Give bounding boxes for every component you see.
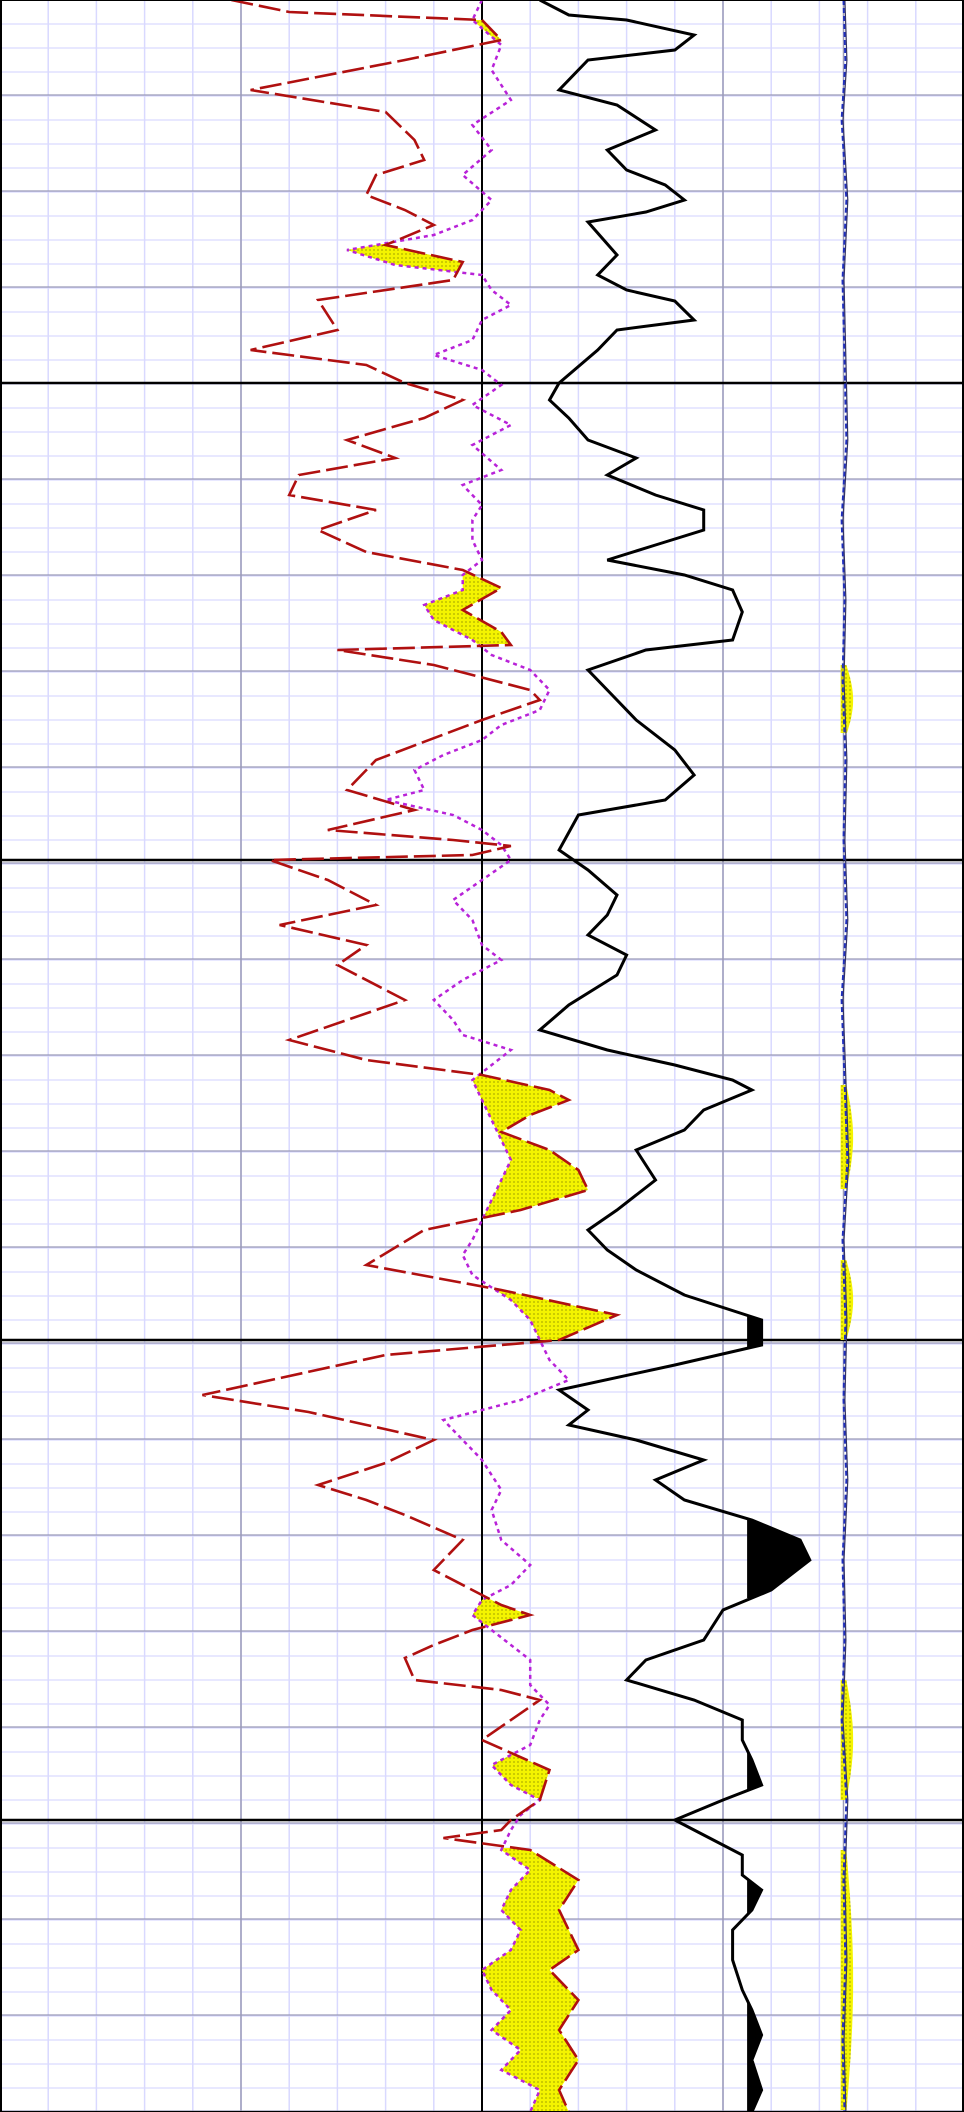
cutoff-fill — [747, 1752, 762, 1790]
crossover-fill — [482, 1848, 579, 2112]
crossover-fill — [472, 20, 502, 40]
dashed-curve-series — [202, 0, 622, 2112]
crossover-fill — [347, 244, 463, 272]
curve-layer — [202, 0, 850, 2112]
solid-curve-series — [536, 0, 812, 2112]
cutoff-fill — [747, 1520, 810, 1598]
blue-track-reference-curve — [842, 0, 850, 2112]
dotted-curve-series — [346, 0, 571, 2112]
cutoff-fill — [747, 1316, 762, 1348]
crossover-fill — [473, 1598, 528, 1626]
blue-curve-series — [840, 0, 849, 2112]
